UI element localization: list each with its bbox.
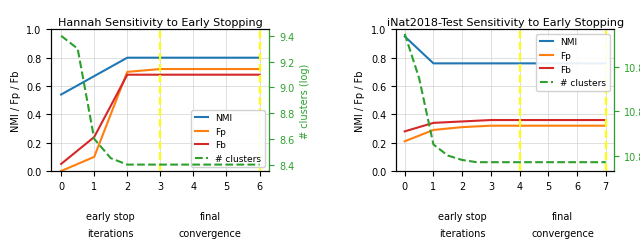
Fb (429, 122, 437, 125)
Text: iterations: iterations (88, 228, 134, 238)
Fb (157, 74, 164, 77)
# clusters (206, 164, 214, 167)
Text: iterations: iterations (439, 228, 485, 238)
Legend: NMI, Fp, Fb, # clusters: NMI, Fp, Fb, # clusters (191, 110, 265, 167)
NMI (58, 94, 65, 97)
# clusters (602, 161, 610, 164)
Legend: NMI, Fp, Fb, # clusters: NMI, Fp, Fb, # clusters (536, 35, 610, 91)
Text: convergence: convergence (179, 228, 241, 238)
Title: iNat2018-Test Sensitivity to Early Stopping: iNat2018-Test Sensitivity to Early Stopp… (387, 18, 624, 28)
NMI (157, 57, 164, 60)
NMI (256, 57, 264, 60)
Fp (429, 129, 437, 132)
Line: Fp: Fp (404, 126, 606, 142)
Title: Hannah Sensitivity to Early Stopping: Hannah Sensitivity to Early Stopping (58, 18, 263, 28)
# clusters (473, 161, 481, 164)
# clusters (415, 77, 423, 80)
Fp (58, 170, 65, 173)
Line: # clusters: # clusters (404, 35, 606, 163)
# clusters (223, 164, 230, 167)
Fb (545, 119, 552, 122)
Fp (223, 68, 230, 71)
# clusters (588, 161, 595, 164)
Fb (124, 74, 131, 77)
NMI (90, 75, 98, 78)
Fp (487, 125, 495, 128)
Fp (189, 68, 197, 71)
Fp (401, 140, 408, 143)
# clusters (239, 164, 247, 167)
# clusters (458, 159, 466, 162)
Line: Fb: Fb (404, 120, 606, 132)
Line: NMI: NMI (61, 58, 260, 95)
Text: early stop: early stop (86, 211, 135, 221)
NMI (429, 62, 437, 66)
Text: final: final (552, 211, 573, 221)
NMI (223, 57, 230, 60)
Fb (58, 163, 65, 166)
NMI (458, 62, 466, 66)
# clusters (429, 143, 437, 146)
# clusters (173, 164, 180, 167)
NMI (401, 36, 408, 39)
Y-axis label: NMI / Fp / Fb: NMI / Fp / Fb (355, 70, 365, 132)
Fp (516, 125, 524, 128)
Fp (573, 125, 581, 128)
Text: final: final (200, 211, 221, 221)
# clusters (559, 161, 566, 164)
# clusters (140, 164, 148, 167)
Fb (602, 119, 610, 122)
# clusters (124, 164, 131, 167)
# clusters (516, 161, 524, 164)
Fb (458, 120, 466, 123)
Fb (256, 74, 264, 77)
# clusters (444, 154, 452, 158)
# clusters (401, 33, 408, 36)
Fp (157, 68, 164, 71)
Text: early stop: early stop (438, 211, 486, 221)
# clusters (256, 164, 264, 167)
NMI (573, 62, 581, 66)
# clusters (189, 164, 197, 167)
Fb (516, 119, 524, 122)
Y-axis label: NMI / Fp / Fb: NMI / Fp / Fb (10, 70, 20, 132)
Fb (189, 74, 197, 77)
# clusters (107, 157, 115, 160)
Fp (458, 126, 466, 129)
# clusters (74, 48, 81, 51)
Fb (223, 74, 230, 77)
Fp (602, 125, 610, 128)
Line: Fp: Fp (61, 70, 260, 171)
Line: # clusters: # clusters (61, 37, 260, 165)
Fp (124, 71, 131, 74)
Fp (90, 156, 98, 159)
NMI (545, 62, 552, 66)
# clusters (501, 161, 509, 164)
NMI (487, 62, 495, 66)
# clusters (573, 161, 581, 164)
# clusters (58, 35, 65, 38)
Fp (545, 125, 552, 128)
Text: convergence: convergence (531, 228, 594, 238)
# clusters (530, 161, 538, 164)
Fb (90, 136, 98, 139)
Y-axis label: # clusters (log): # clusters (log) (300, 63, 310, 138)
# clusters (157, 164, 164, 167)
Line: Fb: Fb (61, 75, 260, 164)
Fb (401, 130, 408, 133)
Fp (256, 68, 264, 71)
# clusters (90, 138, 98, 141)
NMI (516, 62, 524, 66)
Fb (487, 119, 495, 122)
NMI (602, 62, 610, 66)
NMI (124, 57, 131, 60)
NMI (189, 57, 197, 60)
Line: NMI: NMI (404, 37, 606, 64)
# clusters (545, 161, 552, 164)
Fb (573, 119, 581, 122)
# clusters (487, 161, 495, 164)
